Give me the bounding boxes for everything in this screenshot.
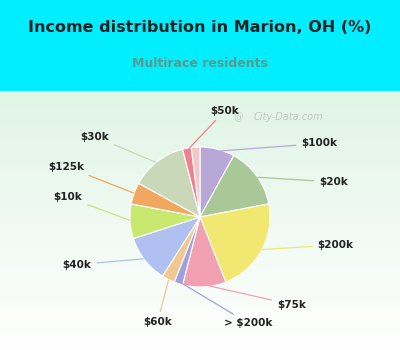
Wedge shape: [162, 217, 200, 282]
Text: $20k: $20k: [258, 177, 348, 187]
Text: $200k: $200k: [262, 240, 354, 250]
Text: Income distribution in Marion, OH (%): Income distribution in Marion, OH (%): [28, 20, 372, 35]
Wedge shape: [182, 217, 226, 287]
Wedge shape: [131, 183, 200, 217]
Wedge shape: [130, 204, 200, 239]
Text: $125k: $125k: [48, 162, 134, 193]
Wedge shape: [182, 148, 200, 217]
Text: $100k: $100k: [220, 139, 338, 151]
Text: $10k: $10k: [54, 193, 130, 220]
Wedge shape: [139, 149, 200, 217]
Text: $50k: $50k: [189, 106, 239, 148]
Wedge shape: [174, 217, 200, 285]
Text: Multirace residents: Multirace residents: [132, 57, 268, 70]
Text: $30k: $30k: [80, 132, 156, 162]
Wedge shape: [191, 147, 200, 217]
Text: City-Data.com: City-Data.com: [253, 112, 323, 122]
Text: @: @: [233, 112, 243, 122]
Wedge shape: [134, 217, 200, 276]
Text: $40k: $40k: [63, 259, 144, 270]
Text: $60k: $60k: [143, 280, 172, 327]
Wedge shape: [200, 204, 270, 282]
Text: $75k: $75k: [207, 285, 306, 309]
Wedge shape: [200, 156, 269, 217]
Text: > $200k: > $200k: [182, 283, 273, 328]
Wedge shape: [200, 147, 234, 217]
